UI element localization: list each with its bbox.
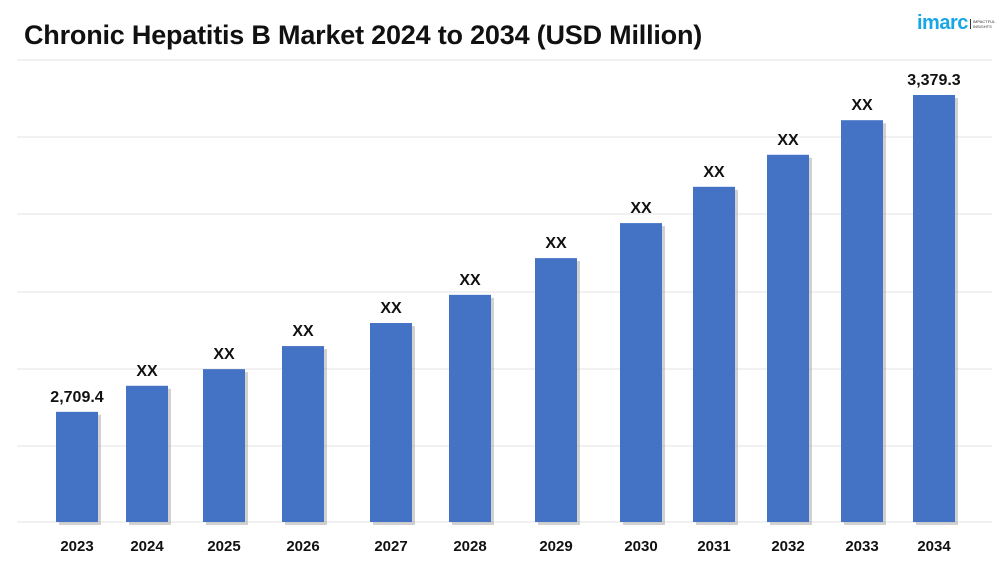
data-label: XX [703,164,725,181]
x-tick-label: 2027 [374,538,407,555]
bar-2034 [913,95,955,522]
x-tick-label: 2023 [60,538,93,555]
bar-2029 [535,258,577,522]
x-tick-label: 2034 [917,538,951,555]
bar-2024 [126,385,168,522]
x-tick-label: 2024 [130,538,164,555]
data-label: XX [777,132,799,149]
data-label: XX [459,272,481,289]
bar-2032 [767,154,809,522]
bar-2033 [841,120,883,523]
x-tick-label: 2026 [286,538,319,555]
x-tick-label: 2033 [845,538,878,555]
chart-title: Chronic Hepatitis B Market 2024 to 2034 … [24,20,703,50]
logo-tagline: IMPACTFUL INSIGHTS [969,18,995,29]
data-label: XX [545,235,567,252]
x-tick-label: 2025 [207,538,240,555]
x-tick-label: 2030 [624,538,657,555]
bar-2023 [56,411,98,522]
data-label: XX [851,97,873,114]
x-tick-label: 2032 [771,538,804,555]
data-label: XX [630,200,652,217]
bar-2025 [203,369,245,522]
bar-2030 [620,223,662,522]
data-label: XX [213,346,235,363]
imarc-logo: imarc IMPACTFUL INSIGHTS [917,12,995,35]
x-tick-label: 2029 [539,538,572,555]
bar-2028 [449,294,491,522]
bar-2026 [282,346,324,522]
bar-2031 [693,186,735,522]
logo-brand: imarc [917,12,968,34]
x-tick-label: 2028 [453,538,486,555]
bar-2027 [370,323,412,522]
x-tick-label: 2031 [697,538,730,555]
data-label: XX [136,363,158,380]
data-label: XX [380,300,402,317]
data-label: 2,709.4 [50,389,103,406]
data-label: 3,379.3 [907,72,960,89]
data-label: XX [292,323,314,340]
